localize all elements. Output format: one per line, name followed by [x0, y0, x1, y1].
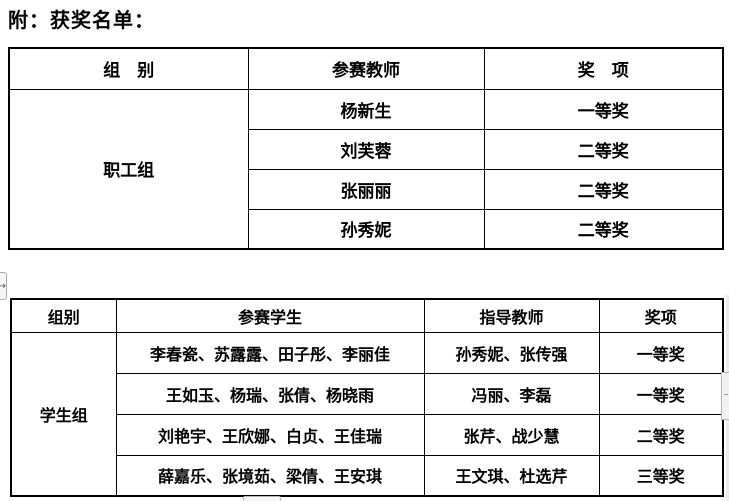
teacher-name-cell: 杨新生 [247, 88, 485, 130]
arrow-icon: → [0, 280, 6, 292]
teacher-name-cell: 刘芙蓉 [247, 128, 485, 170]
award-cell: 一等奖 [598, 331, 724, 374]
header-group: 组别 [10, 298, 117, 333]
student-award-table: 组别 参赛学生 指导教师 奖项 学生组 李春瓷、苏露露、田子彤、李丽佳 孙秀妮、… [10, 298, 724, 497]
student-table-header-row: 组别 参赛学生 指导教师 奖项 [10, 298, 724, 333]
header-advisor: 指导教师 [423, 298, 600, 333]
award-cell: 二等奖 [483, 208, 724, 250]
group-cell: 职工组 [8, 88, 249, 250]
advisor-names-cell: 张芹、战少慧 [423, 413, 600, 456]
student-names-cell: 刘艳宇、王欣娜、白贞、王佳瑞 [115, 413, 425, 456]
student-names-cell: 薛嘉乐、张境茹、梁倩、王安琪 [115, 454, 425, 497]
teacher-name-cell: 孙秀妮 [247, 208, 485, 250]
teacher-name-cell: 张丽丽 [247, 168, 485, 210]
header-award: 奖 项 [483, 47, 724, 90]
page-title: 附：获奖名单： [8, 8, 155, 32]
header-students: 参赛学生 [115, 298, 425, 333]
award-cell: 二等奖 [483, 128, 724, 170]
teacher-award-table: 组 别 参赛教师 奖 项 职工组 杨新生 一等奖 刘芙蓉 二等奖 张丽丽 二等奖… [8, 47, 724, 250]
advisor-names-cell: 王文琪、杜选芹 [423, 454, 600, 497]
award-cell: 三等奖 [598, 454, 724, 497]
advisor-names-cell: 孙秀妮、张传强 [423, 331, 600, 374]
teacher-table-header-row: 组 别 参赛教师 奖 项 [8, 47, 724, 90]
award-cell: 二等奖 [483, 168, 724, 210]
table-row: 孙秀妮 二等奖 [9, 208, 724, 250]
header-teacher: 参赛教师 [247, 47, 485, 90]
table-row: 薛嘉乐、张境茹、梁倩、王安琪 王文琪、杜选芹 三等奖 [11, 454, 724, 497]
student-names-cell: 李春瓷、苏露露、田子彤、李丽佳 [115, 331, 425, 374]
table-row: 刘艳宇、王欣娜、白贞、王佳瑞 张芹、战少慧 二等奖 [11, 413, 724, 456]
student-names-cell: 王如玉、杨瑞、张倩、杨晓雨 [115, 372, 425, 415]
table-move-handle[interactable]: → [0, 272, 7, 300]
advisor-names-cell: 冯丽、李磊 [423, 372, 600, 415]
award-cell: 一等奖 [598, 372, 724, 415]
table-row: 王如玉、杨瑞、张倩、杨晓雨 冯丽、李磊 一等奖 [11, 372, 724, 415]
bottom-partial-handle [243, 496, 281, 501]
table-row: 学生组 李春瓷、苏露露、田子彤、李丽佳 孙秀妮、张传强 一等奖 [10, 331, 724, 497]
header-award: 奖项 [598, 298, 724, 333]
award-cell: 二等奖 [598, 413, 724, 456]
table-row: 张丽丽 二等奖 [9, 168, 724, 210]
award-cell: 一等奖 [483, 88, 724, 130]
table-row: 刘芙蓉 二等奖 [9, 128, 724, 170]
vertical-scrollbar-thumb[interactable] [721, 372, 729, 420]
group-cell: 学生组 [10, 331, 117, 497]
table-row: 职工组 杨新生 一等奖 [8, 88, 724, 250]
header-group: 组 别 [8, 47, 249, 90]
